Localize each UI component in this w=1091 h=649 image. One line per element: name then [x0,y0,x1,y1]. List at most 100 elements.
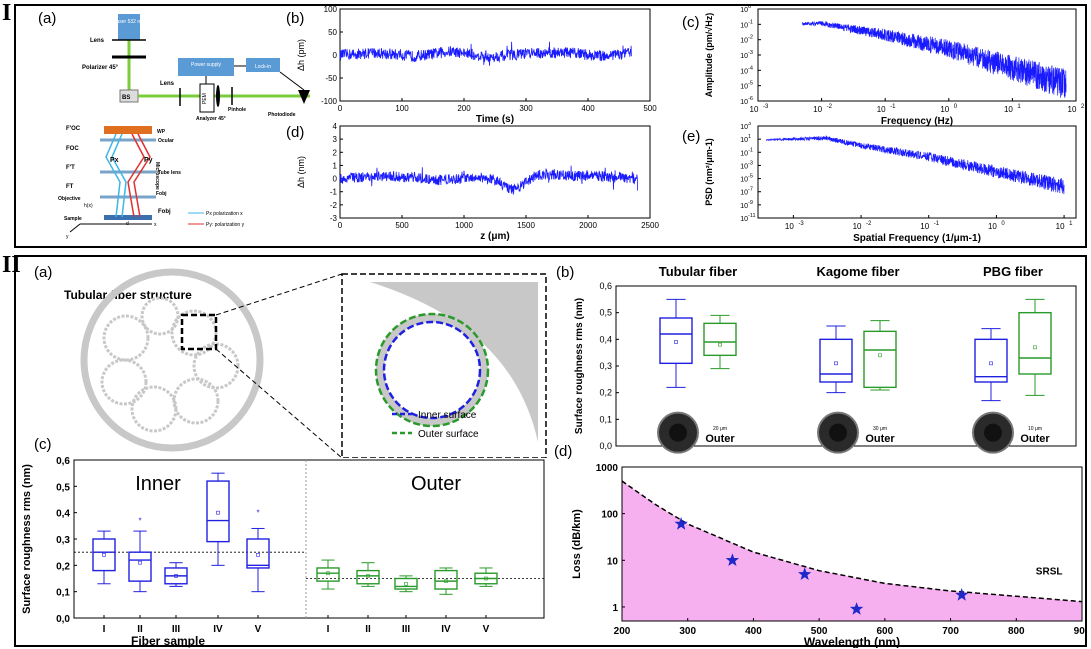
tb-ytick-label: -50 [325,74,337,83]
te-ytick-label: 10 [740,150,748,157]
bb-mean [878,353,882,358]
bb-box-label: Outer [865,433,895,445]
td-ytick-label: 1 [333,161,338,170]
bc-xtick-label: III [402,624,411,635]
bd-curve-label: SRSL [1036,566,1063,577]
bd-ytick-label: 1000 [596,463,619,474]
top-d-label: (d) [286,124,305,141]
td-ytick-label: -1 [330,188,338,197]
te-xtick-label: 10 [1056,222,1065,231]
bb-mean [718,342,722,347]
bb-box-label: Outer [705,433,735,445]
bc-mean [102,553,106,557]
optical-setup-diagram: Laser 532 nm Lens Polarizer 45° Lens BS … [58,14,310,240]
te-xtick-label: 10 [920,222,929,231]
tc-xtick-label: 10 [940,105,949,114]
te-ytick-exp: -9 [748,200,753,206]
tc-ytick-exp: -5 [748,81,753,87]
bd-xlabel: Wavelength (nm) [804,635,900,648]
tc-ytick-label: 10 [740,68,748,75]
td-series-line [339,165,638,195]
chart-height-profile: 0 500 1000 1500 2000 2500 4 3 2 1 0 -1 -2 -3 z (μm) Δh … [296,122,659,242]
tc-ylabel: Amplitude (pm/√Hz) [704,13,714,97]
bd-plot-frame [621,466,1083,622]
bc-ytick-label: 0,2 [56,561,70,572]
svg-text:Power supply: Power supply [191,62,222,68]
bc-box [128,551,152,582]
bd-xtick-label: 700 [942,626,959,637]
bc-ytick-label: 0,3 [56,535,70,546]
capillary [140,296,180,336]
tc-xtick-label: 10 [813,105,822,114]
bd-xtick-label: 200 [614,626,631,637]
bb-ytick-label: 0,0 [599,441,612,451]
legend-outer-label: Outer surface [418,429,479,440]
td-ytick-label: -3 [330,214,338,223]
tc-ytick-label: 10 [740,38,748,45]
bc-mean [484,576,488,581]
fiber-structure-title: Tubular fiber structure [64,288,192,302]
tc-ytick-label: 10 [740,7,748,14]
tc-xtick-label: 10 [877,105,886,114]
panel-frame-top [14,4,1087,248]
td-xtick-label: 1000 [455,221,473,230]
bc-xtick-label: II [365,624,371,635]
te-xtick-label: 10 [853,222,862,231]
bd-xtick-label: 800 [1008,626,1025,637]
bb-micrograph-core [669,423,687,442]
svg-text:Fobj: Fobj [156,191,167,197]
svg-text:F'OC: F'OC [66,126,81,132]
te-xtick-exp: 1 [1069,221,1073,227]
te-ytick-exp: 3 [748,122,751,127]
tb-xtick-label: 300 [519,104,533,113]
fiber-structure-diagram: Inner surface Outer surface [80,268,547,458]
te-ytick-exp: -1 [748,147,753,153]
svg-text:Photodiode: Photodiode [268,112,296,118]
td-ytick-label: -2 [330,201,338,210]
svg-text:FOC: FOC [66,146,79,152]
bc-mean [256,553,260,557]
td-ylabel: Δh (nm) [296,156,306,188]
te-ytick-label: 10 [740,216,748,223]
bd-data-point [674,517,688,530]
laser-box [118,14,140,40]
bc-ylabel: Surface roughness rms (nm) [21,464,33,614]
tc-xtick-label: 10 [1068,105,1077,114]
bc-ytick-label: 0,1 [56,588,70,599]
te-ytick-label: 10 [740,203,748,210]
bb-group-title: Kagome fiber [816,264,899,279]
bottom-d-label: (d) [554,443,573,460]
te-xtick-exp: 0 [1001,221,1005,227]
bc-outlier: * [256,509,259,518]
svg-text:Analyzer 45°: Analyzer 45° [196,116,226,122]
tc-xtick-exp: -1 [890,104,896,110]
capillary [192,342,240,390]
svg-text:Sample: Sample [64,216,82,222]
bc-group-title: Outer [411,473,461,495]
td-xlabel: z (μm) [480,231,509,242]
tc-xtick-exp: -2 [827,104,833,110]
bb-box-label: Outer [1020,433,1050,445]
svg-text:Px polarization x: Px polarization x [206,211,243,217]
tb-series-line [339,41,632,66]
lock-in-box [246,58,280,72]
td-xtick-label: 1500 [517,221,535,230]
bc-box [246,538,270,569]
capillary [172,377,220,425]
svg-text:Tube lens: Tube lens [158,170,181,176]
td-ytick-label: 3 [333,135,338,144]
bd-data-point [725,553,740,566]
capillary [170,309,218,357]
bb-box [974,338,1008,383]
tc-xtick-label: 10 [1004,105,1013,114]
bb-box [703,322,737,357]
bb-ytick-label: 0,1 [599,414,612,424]
tb-xtick-label: 500 [643,104,657,113]
bs-label: BS [122,95,130,101]
power-supply-box [178,58,234,76]
section-label-top: I [2,0,12,26]
tb-xtick-label: 400 [581,104,595,113]
svg-text:Ocular: Ocular [158,138,174,144]
tc-ytick-exp: -1 [748,19,753,25]
top-b-label: (b) [286,10,305,27]
